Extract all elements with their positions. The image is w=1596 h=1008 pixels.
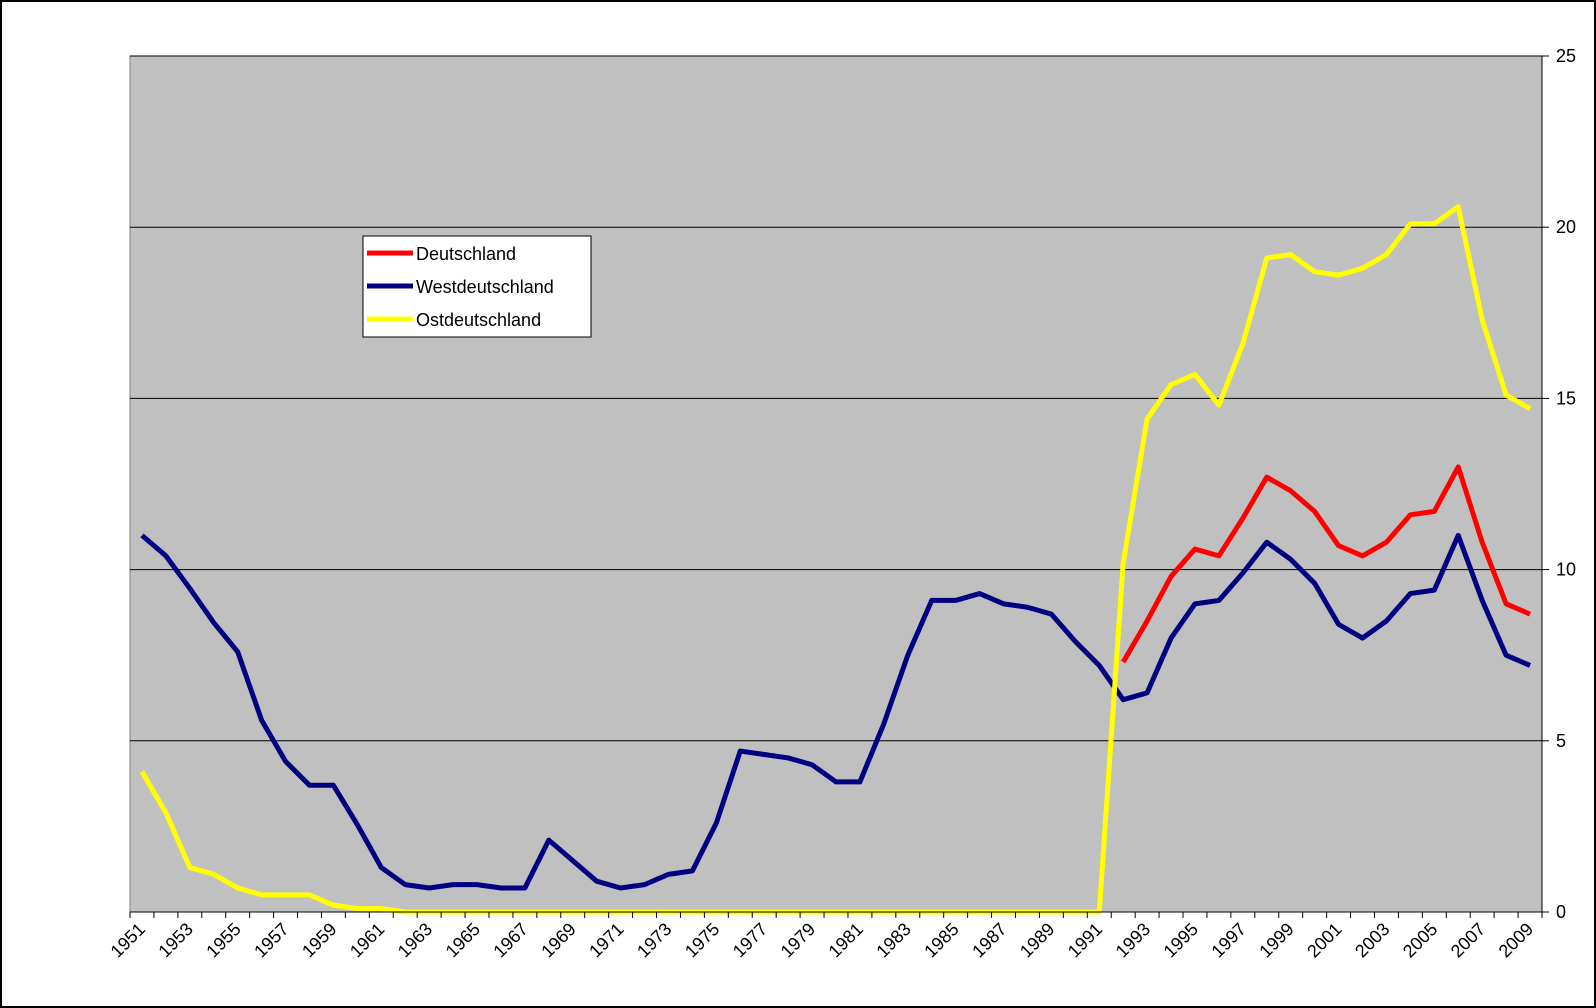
plot-area [129,55,1543,913]
series-line [1121,464,1532,664]
legend-label: Deutschland [416,244,516,264]
y-tick-label: 15 [1556,388,1576,408]
legend-label: Ostdeutschland [416,310,541,330]
y-tick-label: 5 [1556,731,1566,751]
y-tick-label: 25 [1556,46,1576,66]
series-line [140,532,1532,891]
y-tick-label: 0 [1556,902,1566,922]
legend: Deutschland Westdeutschland Ostdeutschland [362,235,592,338]
y-tick-label: 10 [1556,560,1576,580]
y-tick-label: 20 [1556,217,1576,237]
legend-label: Westdeutschland [416,277,554,297]
